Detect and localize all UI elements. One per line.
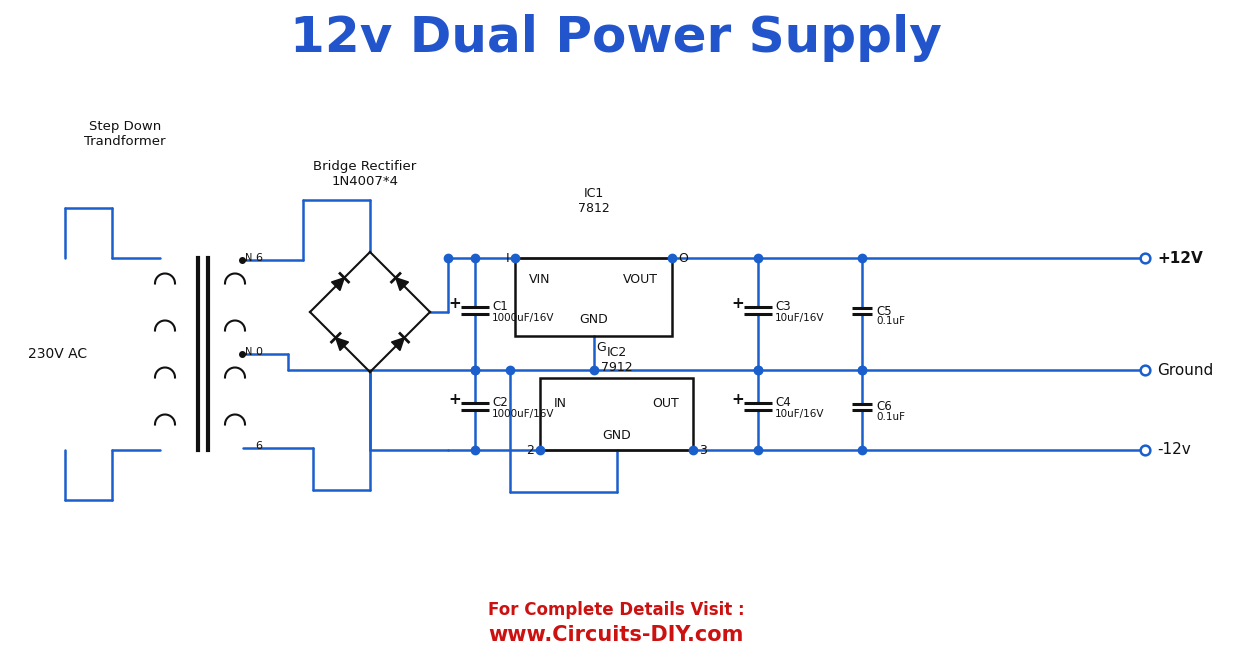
Text: 6: 6 [255, 441, 261, 451]
Text: 0.1uF: 0.1uF [875, 316, 905, 326]
Text: G: G [597, 341, 607, 354]
Text: 2: 2 [526, 444, 534, 457]
Text: 230V AC: 230V AC [28, 347, 88, 361]
Text: 0: 0 [255, 347, 261, 357]
Text: +: + [449, 296, 461, 310]
Bar [515, 258, 672, 336]
Text: C5: C5 [875, 304, 891, 318]
Text: N: N [245, 347, 253, 357]
Text: N: N [245, 253, 253, 263]
Text: IC2
7912: IC2 7912 [600, 346, 633, 374]
Text: C6: C6 [875, 400, 891, 414]
Text: OUT: OUT [652, 396, 679, 410]
Polygon shape [332, 278, 344, 290]
Text: 1000uF/16V: 1000uF/16V [492, 409, 555, 419]
Text: For Complete Details Visit :: For Complete Details Visit : [488, 601, 745, 619]
Text: C3: C3 [776, 300, 790, 312]
Text: +: + [731, 391, 745, 406]
Text: GND: GND [580, 313, 608, 326]
Text: Bridge Rectifier
1N4007*4: Bridge Rectifier 1N4007*4 [313, 160, 417, 188]
Text: +12V: +12V [1157, 251, 1202, 265]
Polygon shape [335, 337, 349, 351]
Text: Step Down
Trandformer: Step Down Trandformer [84, 120, 165, 148]
Polygon shape [392, 337, 404, 351]
Text: C1: C1 [492, 300, 508, 312]
Text: www.Circuits-DIY.com: www.Circuits-DIY.com [488, 625, 743, 645]
Polygon shape [396, 278, 408, 290]
Text: 3: 3 [699, 444, 707, 457]
Text: 10uF/16V: 10uF/16V [776, 409, 825, 419]
Text: IC1
7812: IC1 7812 [577, 187, 609, 215]
Bar [540, 378, 693, 450]
Text: IN: IN [554, 396, 567, 410]
Text: VIN: VIN [529, 273, 550, 286]
Text: C2: C2 [492, 396, 508, 408]
Text: 12v Dual Power Supply: 12v Dual Power Supply [290, 14, 942, 62]
Text: -12v: -12v [1157, 442, 1191, 457]
Text: 0.1uF: 0.1uF [875, 412, 905, 422]
Text: 10uF/16V: 10uF/16V [776, 313, 825, 323]
Text: VOUT: VOUT [623, 273, 658, 286]
Text: C4: C4 [776, 396, 790, 408]
Text: O: O [678, 251, 688, 265]
Text: +: + [449, 391, 461, 406]
Text: 1000uF/16V: 1000uF/16V [492, 313, 555, 323]
Text: Ground: Ground [1157, 363, 1213, 377]
Text: 6: 6 [255, 253, 261, 263]
Text: GND: GND [602, 429, 631, 442]
Text: I: I [506, 251, 509, 265]
Text: +: + [731, 296, 745, 310]
